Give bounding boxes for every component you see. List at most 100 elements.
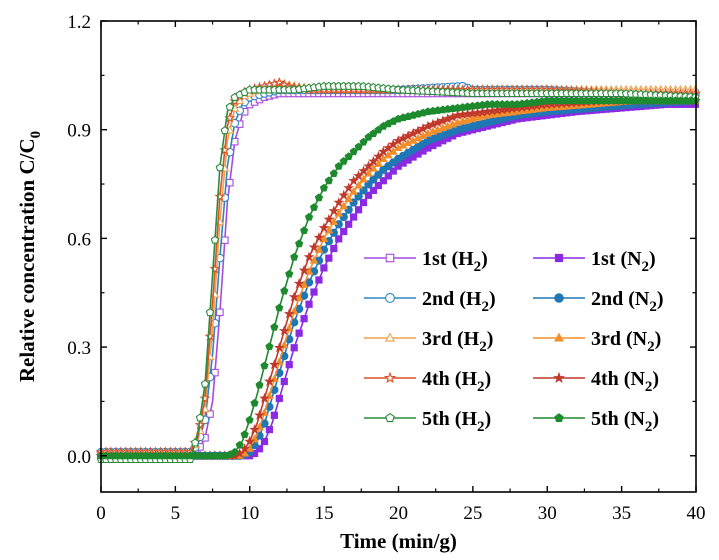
- data-point: [340, 227, 348, 236]
- data-point: [333, 196, 344, 208]
- legend-item: 2nd (H2): [364, 288, 496, 315]
- legend-marker: [383, 371, 397, 384]
- y-axis-title-sub: 0: [28, 131, 44, 139]
- data-point: [364, 180, 373, 189]
- data-point: [318, 222, 330, 233]
- data-point: [304, 212, 314, 221]
- data-point: [300, 315, 308, 323]
- legend-item: 4th (N2): [533, 368, 659, 395]
- data-point: [320, 264, 328, 272]
- legend-item: 1st (H2): [364, 248, 488, 275]
- series-line: [101, 99, 696, 457]
- y-tick-label: 0.9: [67, 121, 91, 142]
- data-point: [369, 186, 378, 194]
- data-point: [211, 368, 219, 377]
- data-point: [379, 177, 387, 185]
- data-point: [334, 208, 344, 217]
- legend-item: 5th (N2): [533, 408, 659, 435]
- legend-marker: [554, 253, 564, 263]
- legend-marker: [385, 293, 395, 303]
- x-tick-label: 35: [612, 503, 631, 524]
- series-line: [101, 99, 696, 457]
- data-point: [343, 182, 354, 193]
- legend-label-sub: 2: [481, 299, 489, 315]
- data-point: [275, 303, 284, 312]
- series-4: [96, 96, 700, 460]
- data-point: [200, 379, 210, 388]
- y-axis-title-main: Relative concentration C/C: [15, 138, 39, 382]
- data-point: [250, 398, 259, 407]
- x-tick-label: 25: [463, 503, 482, 524]
- data-point: [319, 183, 328, 192]
- legend-marker: [554, 332, 564, 342]
- data-point: [226, 178, 234, 187]
- axes-layer: 0 5 10 15 20 25 30 35 40 0.0 0.3 0.6 0.9 1.2: [67, 12, 705, 524]
- data-point: [273, 76, 285, 88]
- data-point: [335, 235, 343, 243]
- legend: 1st (H2) 1st (N2)2nd (H2) 2nd (N2)3rd (H2)…: [364, 248, 664, 435]
- legend-label-main: 5th (N: [591, 408, 645, 430]
- data-point: [245, 415, 254, 424]
- legend-label-close: ): [481, 248, 488, 270]
- data-point: [270, 411, 278, 419]
- data-point: [303, 251, 315, 262]
- legend-item: 3rd (H2): [364, 328, 493, 355]
- data-point: [314, 244, 324, 253]
- legend-label-main: 5th (H: [422, 408, 477, 430]
- data-point: [264, 375, 275, 387]
- data-point: [294, 293, 304, 302]
- x-tick-label: 20: [389, 503, 408, 524]
- x-tick-label: 0: [96, 503, 106, 524]
- legend-label: 1st (N2): [591, 248, 656, 275]
- data-point: [369, 175, 378, 184]
- legend-label-close: ): [487, 328, 494, 350]
- data-point: [350, 213, 358, 221]
- data-point: [205, 307, 215, 317]
- data-point: [249, 423, 260, 435]
- data-point: [389, 167, 397, 175]
- legend-label-close: ): [652, 408, 659, 430]
- data-point: [230, 447, 239, 456]
- data-point: [354, 180, 363, 189]
- data-point: [290, 344, 298, 352]
- legend-label-main: 3rd (H: [422, 328, 480, 350]
- data-point: [304, 266, 314, 275]
- data-point: [274, 342, 285, 353]
- data-point: [270, 322, 279, 331]
- legend-label: 5th (N2): [591, 408, 659, 435]
- data-point: [214, 190, 226, 202]
- legend-label: 5th (H2): [422, 408, 491, 435]
- series-10: [96, 96, 700, 460]
- legend-label-sub: 2: [479, 339, 487, 355]
- data-point: [265, 342, 274, 350]
- data-point: [359, 174, 368, 183]
- legend-label-sub: 2: [474, 259, 482, 275]
- legend-label-close: ): [485, 368, 492, 390]
- data-point: [349, 186, 358, 195]
- legend-label-close: ): [489, 288, 496, 310]
- data-point: [313, 231, 325, 243]
- data-point: [308, 241, 320, 252]
- data-point: [298, 264, 310, 275]
- data-point: [339, 201, 349, 210]
- data-point: [255, 380, 264, 389]
- data-point: [275, 394, 283, 403]
- legend-label-main: 1st (N: [591, 248, 642, 270]
- legend-marker: [384, 332, 396, 342]
- legend-marker: [553, 371, 565, 383]
- legend-label-sub: 2: [645, 379, 653, 395]
- data-point: [329, 169, 338, 177]
- data-point: [199, 392, 211, 403]
- legend-label-close: ): [655, 328, 662, 350]
- data-point: [374, 170, 383, 179]
- data-point: [216, 308, 224, 317]
- data-point: [215, 163, 225, 172]
- legend-label: 2nd (N2): [591, 288, 664, 315]
- data-point: [314, 193, 324, 202]
- y-tick-label: 0.0: [67, 447, 91, 468]
- legend-label-sub: 2: [477, 379, 485, 395]
- data-point: [285, 269, 294, 278]
- legend-label-close: ): [485, 408, 492, 430]
- y-tick-label: 0.6: [67, 229, 91, 250]
- legend-marker: [554, 293, 564, 303]
